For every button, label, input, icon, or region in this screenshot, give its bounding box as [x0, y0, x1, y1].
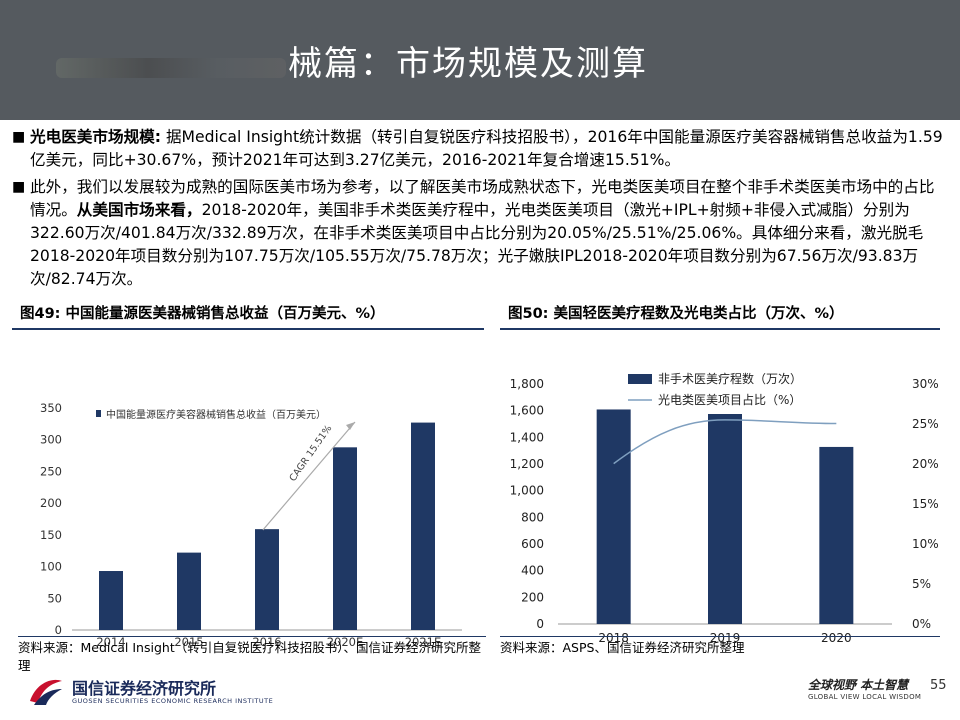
figure-50-chart: 0 200 400 600 800 1,000 1,200 1,400 1,600 1,800 0%… [510, 371, 939, 645]
x-tick-label: 2018 [598, 631, 629, 645]
x-tick-label: 2015 [174, 635, 203, 649]
page-number: 55 [930, 678, 947, 693]
bar [596, 409, 631, 624]
y-tick-label: 200 [521, 590, 544, 604]
x-tick-label: 2020 [821, 631, 852, 645]
bullet-lead: 光电医美市场规模: [30, 128, 161, 146]
y-tick-label: 0 [55, 623, 62, 637]
guosen-logo-icon [30, 679, 62, 705]
bar [708, 414, 742, 624]
y-tick-label: 0 [536, 617, 544, 631]
slide-title: 械篇：市场规模及测算 [288, 44, 648, 84]
y-tick-label: 300 [40, 433, 62, 447]
x-tick-label: 2021E [405, 635, 442, 649]
bar [819, 446, 854, 624]
bullet-text: 2018-2020年，美国非手术类医美疗程中，光电类医美项目（激光+IPL+射频… [30, 201, 924, 288]
y-tick-label: 50 [47, 591, 62, 605]
figure-50-title: 图50: 美国轻医美疗程数及光电类占比（万次、%） [500, 300, 940, 330]
bullet-text: 据Medical Insight统计数据（转引自复锐医疗科技招股书），2016年… [30, 128, 943, 169]
bullet-marker: ■ [12, 179, 26, 195]
bullet-lead: 从美国市场来看， [76, 201, 202, 219]
y-tick-label: 200 [40, 496, 62, 510]
y-tick-label: 800 [521, 510, 544, 524]
bar [411, 422, 435, 630]
bar [333, 447, 357, 630]
figure-50-source: 资料来源：ASPS、国信证券经济研究所整理 [500, 636, 940, 657]
x-tick-label: 2016 [252, 635, 281, 649]
y-tick-label: 1,800 [510, 377, 544, 391]
company-name: 国信证券经济研究所 [72, 679, 217, 698]
y-tick-label: 1,600 [510, 404, 544, 418]
y2-tick-label: 15% [912, 497, 939, 511]
slogan-en: GLOBAL VIEW LOCAL WISDOM [808, 693, 922, 701]
share-line [613, 419, 837, 465]
figure-49-chart: 0 50 100 150 200 250 300 350 2014 2015 2016 2020E 20… [40, 401, 462, 649]
company-name-en: GUOSEN SECURITIES ECONOMIC RESEARCH INST… [72, 697, 274, 705]
bar [255, 529, 279, 630]
figure-49-source: 资料来源：Medical Insight（转引自复锐医疗科技招股书）、国信证券经… [18, 636, 486, 675]
y-tick-label: 1,000 [510, 484, 544, 498]
slogan: 全球视野 本土智慧 [808, 678, 909, 692]
y-tick-label: 150 [40, 528, 62, 542]
bullet-list: ■ 光电医美市场规模: 据Medical Insight统计数据（转引自复锐医疗… [12, 126, 950, 295]
y-tick-label: 1,400 [510, 430, 544, 444]
x-tick-label: 2020E [327, 635, 364, 649]
y-tick-label: 350 [40, 401, 62, 415]
y-tick-label: 100 [40, 560, 62, 574]
legend-label: 中国能量源医疗美容器械销售总收益（百万美元） [106, 408, 326, 421]
bullet-pre: 此外，我们以发展较为成熟的国际医美市场为参考，以了解医美市场成熟状态下，光电类医… [30, 178, 935, 219]
cagr-arrow-line [262, 421, 356, 531]
y2-tick-label: 0% [912, 617, 931, 631]
y2-tick-label: 25% [912, 417, 939, 431]
x-tick-label: 2014 [96, 635, 125, 649]
figure-50-panel: 图50: 美国轻医美疗程数及光电类占比（万次、%） 0 200 400 600 800 1… [500, 300, 940, 664]
y2-tick-label: 30% [912, 377, 939, 391]
legend-label-line: 光电类医美项目占比（%） [658, 392, 801, 407]
legend-swatch [96, 410, 101, 417]
y-tick-label: 1,200 [510, 457, 544, 471]
bar [177, 552, 201, 630]
bar [99, 571, 123, 630]
x-tick-label: 2019 [710, 631, 741, 645]
figure-49-panel: 图49: 中国能量源医美器械销售总收益（百万美元、%） 0 50 100 150 200… [12, 300, 484, 664]
y2-tick-label: 5% [912, 577, 931, 591]
y-tick-label: 600 [521, 537, 544, 551]
legend-label-bar: 非手术医美疗程数（万次） [658, 371, 802, 386]
bullet-us-market: ■ 此外，我们以发展较为成熟的国际医美市场为参考，以了解医美市场成熟状态下，光电… [12, 176, 950, 291]
bullet-market-size: ■ 光电医美市场规模: 据Medical Insight统计数据（转引自复锐医疗… [12, 126, 950, 172]
slide-header: 械篇：市场规模及测算 [0, 0, 960, 120]
legend-swatch-bar [628, 374, 652, 384]
cagr-arrow-head [346, 422, 355, 430]
y2-tick-label: 20% [912, 457, 939, 471]
bullet-marker: ■ [12, 129, 26, 145]
blurred-title-fragment [56, 58, 286, 78]
figure-49-title: 图49: 中国能量源医美器械销售总收益（百万美元、%） [12, 300, 484, 330]
y2-tick-label: 10% [912, 537, 939, 551]
y-tick-label: 250 [40, 464, 62, 478]
y-tick-label: 400 [521, 564, 544, 578]
